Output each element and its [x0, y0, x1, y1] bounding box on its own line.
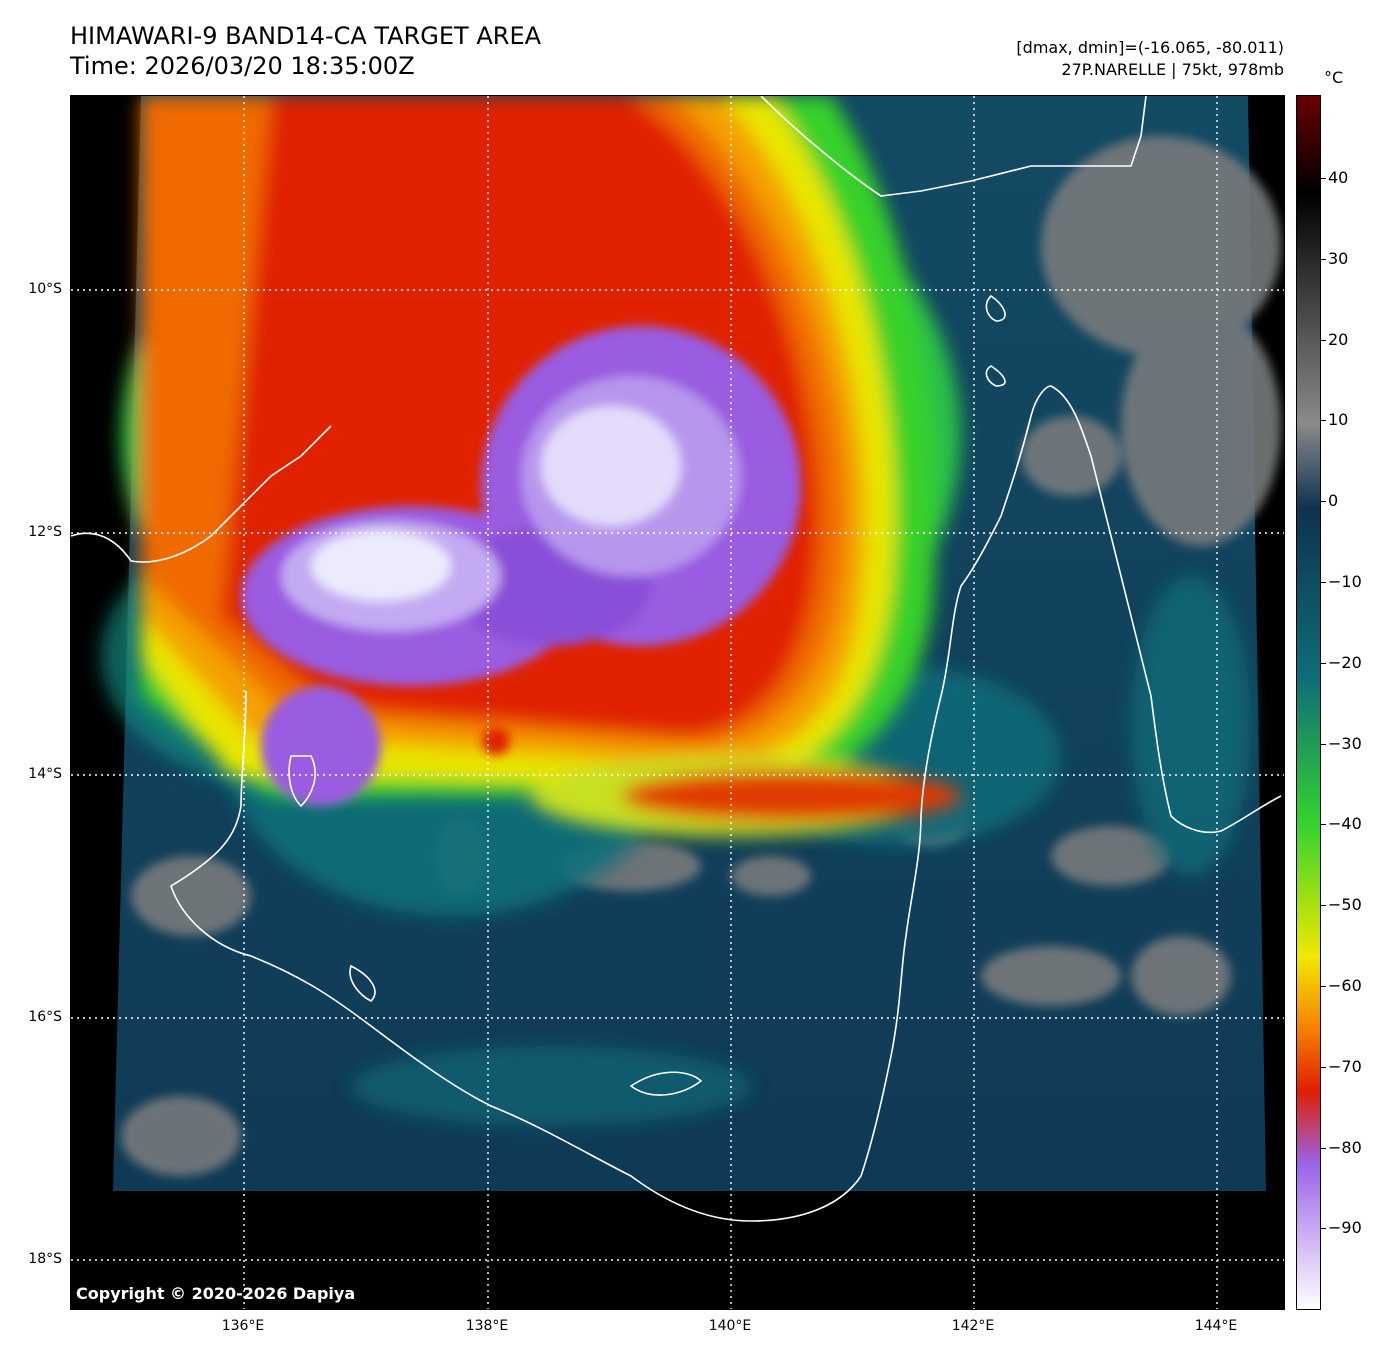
lat-label-16s: 16°S: [28, 1009, 62, 1025]
colorbar: [1296, 95, 1321, 1310]
colorbar-tick: [1321, 339, 1326, 341]
observation-time: Time: 2026/03/20 18:35:00Z: [70, 52, 415, 80]
colorbar-tick: [1321, 905, 1326, 907]
colorbar-unit: °C: [1324, 68, 1344, 87]
copyright-notice: Copyright © 2020-2026 Dapiya: [76, 1284, 356, 1303]
colorbar-tick: [1321, 662, 1326, 664]
lat-label-18s: 18°S: [28, 1251, 62, 1267]
data-range-label: [dmax, dmin]=(-16.065, -80.011): [1016, 38, 1284, 57]
colorbar-tick-label: −70: [1328, 1056, 1362, 1076]
lon-label-136e: 136°E: [221, 1318, 265, 1334]
colorbar-tick-label: 40: [1328, 168, 1349, 187]
satellite-image: [70, 95, 1285, 1310]
colorbar-tick-label: 10: [1328, 410, 1349, 430]
colorbar-tick: [1321, 420, 1326, 422]
lat-label-12s: 12°S: [28, 524, 62, 540]
coastline: [71, 96, 1282, 1222]
colorbar-tick: [1321, 986, 1326, 987]
map-title: HIMAWARI-9 BAND14-CA TARGET AREA: [70, 22, 542, 50]
colorbar-tick: [1321, 178, 1326, 179]
coldest-tops: [241, 326, 801, 806]
colorbar-tick: [1321, 501, 1326, 503]
colorbar-tick-label: −80: [1328, 1137, 1362, 1157]
storm-info-label: 27P.NARELLE | 75kt, 978mb: [1061, 60, 1284, 79]
colorbar-tick-label: −40: [1328, 814, 1362, 834]
colorbar-tick-label: −90: [1328, 1218, 1362, 1238]
colorbar-tick: [1321, 1228, 1326, 1230]
colorbar-tick-label: −10: [1328, 572, 1362, 591]
colorbar-tick-label: 20: [1328, 329, 1349, 349]
colorbar-tick: [1321, 824, 1326, 826]
colorbar-tick-label: 0: [1328, 491, 1339, 511]
colorbar-tick: [1321, 743, 1326, 745]
colorbar-tick: [1321, 582, 1326, 583]
lat-label-14s: 14°S: [28, 766, 62, 782]
lat-lon-grid: [71, 96, 1284, 1309]
colorbar-tick-label: −20: [1328, 652, 1362, 672]
colorbar-tick-label: −60: [1328, 976, 1362, 995]
colorbar-tick-label: 30: [1328, 248, 1349, 268]
colorbar-tick: [1321, 1147, 1326, 1149]
colorbar-tick-label: −50: [1328, 895, 1362, 915]
colorbar-tick-label: −30: [1328, 733, 1362, 753]
lon-label-144e: 144°E: [1194, 1318, 1238, 1334]
lon-label-138e: 138°E: [465, 1318, 509, 1334]
colorbar-tick: [1321, 258, 1326, 260]
lon-label-140e: 140°E: [708, 1318, 752, 1334]
lon-label-142e: 142°E: [951, 1318, 995, 1334]
lat-label-10s: 10°S: [28, 281, 62, 297]
colorbar-tick: [1321, 1066, 1326, 1068]
